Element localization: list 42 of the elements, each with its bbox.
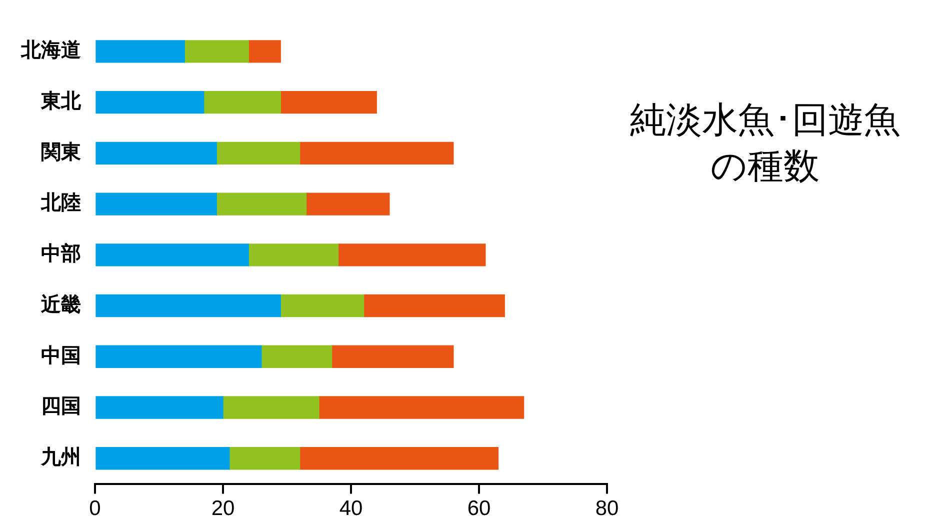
bar [96, 345, 262, 368]
bar [299, 142, 454, 164]
bar [280, 90, 377, 114]
y-tick-label: 近畿 [40, 292, 81, 316]
y-tick-label: 関東 [41, 139, 81, 164]
bar [280, 294, 364, 318]
bar [96, 40, 185, 63]
bar [261, 345, 332, 368]
y-tick-label: 中国 [41, 342, 81, 367]
bar [248, 40, 281, 63]
y-tick-label: 四国 [41, 394, 81, 418]
bar [318, 396, 524, 419]
bar [216, 142, 300, 164]
bar [331, 345, 454, 368]
bar [96, 90, 204, 114]
x-tick-label: 80 [595, 497, 619, 520]
x-tick-label: 0 [89, 497, 101, 520]
bar [96, 396, 224, 419]
bar [96, 447, 230, 470]
x-tick-label: 60 [467, 497, 491, 520]
bar [96, 192, 217, 216]
bar [203, 90, 281, 114]
bar [229, 447, 300, 470]
x-tick-label: 20 [211, 497, 235, 520]
y-tick-label: 東北 [40, 88, 82, 113]
text: 純淡水魚･回遊魚の種数 [629, 99, 901, 189]
bar [216, 192, 307, 216]
bar [363, 294, 505, 318]
y-tick-label: 中部 [41, 241, 81, 266]
y-tick-label: 九州 [40, 444, 81, 469]
bar [222, 396, 320, 419]
bar [299, 447, 499, 470]
bar [184, 40, 249, 63]
bar [96, 294, 281, 318]
bar [248, 244, 339, 266]
y-tick-label: 北陸 [40, 190, 81, 214]
x-tick-label: 40 [339, 497, 363, 520]
bar [96, 244, 249, 266]
bar [338, 244, 486, 266]
y-tick-label: 北海道 [20, 38, 81, 62]
bar [306, 192, 390, 216]
bar [96, 142, 217, 164]
